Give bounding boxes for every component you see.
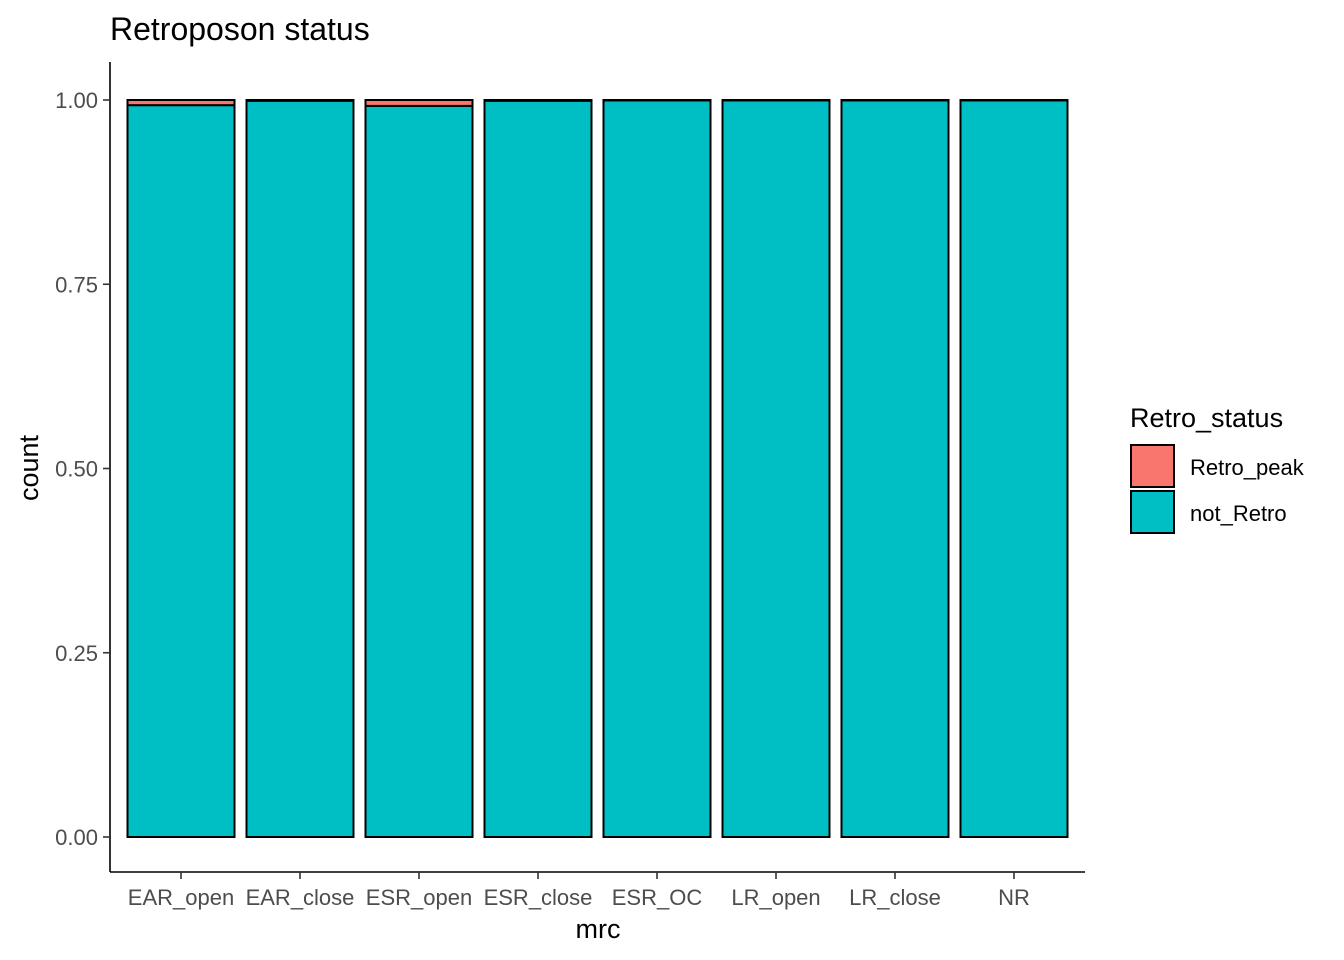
x-tick-label: NR bbox=[998, 885, 1030, 910]
x-tick-label: ESR_open bbox=[366, 885, 472, 910]
chart-title: Retroposon status bbox=[110, 11, 370, 47]
bar-not_Retro-LR_open bbox=[721, 99, 831, 838]
x-axis: EAR_open EAR_close ESR_open ESR_close ESR_OC… bbox=[110, 871, 1085, 910]
legend-title: Retro_status bbox=[1130, 403, 1283, 433]
y-axis-title: count bbox=[14, 434, 44, 501]
x-tick-label: LR_open bbox=[731, 885, 820, 910]
plot-area bbox=[126, 99, 1069, 838]
bar-Retro_peak-ESR_close bbox=[483, 99, 593, 102]
y-tick-label: 0.00 bbox=[55, 825, 98, 850]
x-tick-label: EAR_close bbox=[246, 885, 355, 910]
y-tick-label: 1.00 bbox=[55, 88, 98, 113]
bar-not_Retro-EAR_open bbox=[126, 104, 236, 838]
bar-not_Retro-ESR_open bbox=[364, 104, 474, 838]
y-tick-label: 0.50 bbox=[55, 457, 98, 482]
bar-not_Retro-ESR_OC bbox=[602, 99, 712, 838]
x-tick-label: ESR_OC bbox=[612, 885, 703, 910]
legend-label: not_Retro bbox=[1190, 501, 1287, 526]
x-tick-label: EAR_open bbox=[128, 885, 234, 910]
x-tick-label: ESR_close bbox=[484, 885, 593, 910]
y-axis: 0.00 0.25 0.50 0.75 1.00 bbox=[55, 62, 111, 872]
bar-Retro_peak-EAR_open bbox=[126, 99, 236, 107]
y-tick-label: 0.25 bbox=[55, 641, 98, 666]
bar-not_Retro-EAR_close bbox=[245, 99, 355, 838]
bar-Retro_peak-EAR_close bbox=[245, 99, 355, 102]
legend-key-not_Retro bbox=[1130, 490, 1175, 534]
bar-not_Retro-ESR_close bbox=[483, 99, 593, 838]
legend: Retro_status Retro_peak not_Retro bbox=[1130, 403, 1305, 534]
bar-not_Retro-LR_close bbox=[840, 99, 950, 838]
x-axis-title: mrc bbox=[576, 914, 621, 944]
bar-Retro_peak-ESR_open bbox=[364, 99, 474, 107]
legend-label: Retro_peak bbox=[1190, 455, 1305, 480]
x-tick-label: LR_close bbox=[849, 885, 941, 910]
y-tick-label: 0.75 bbox=[55, 272, 98, 297]
legend-key-Retro_peak bbox=[1130, 444, 1175, 488]
bar-not_Retro-NR bbox=[959, 99, 1069, 838]
